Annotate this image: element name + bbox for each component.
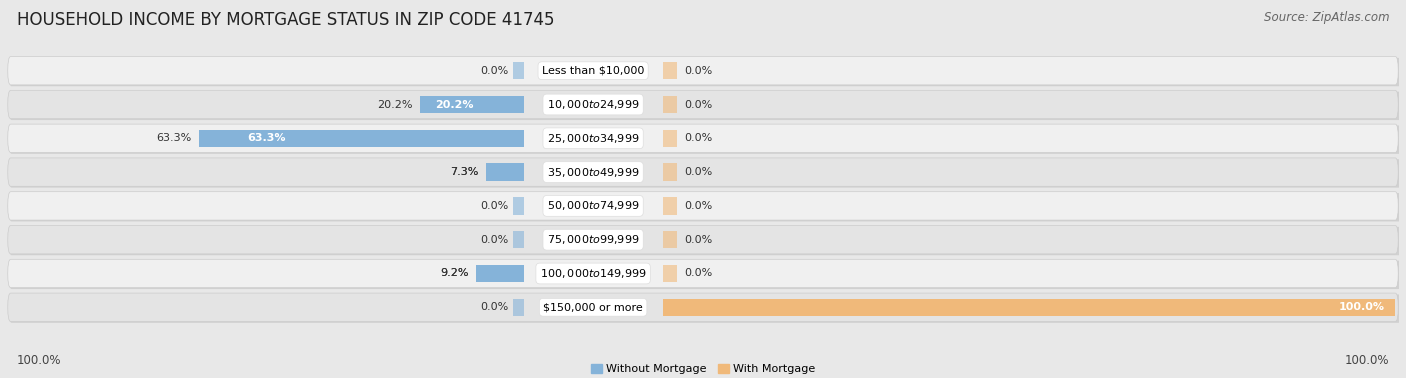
Text: 9.2%: 9.2%	[440, 268, 470, 279]
Text: 0.0%: 0.0%	[685, 167, 713, 177]
FancyBboxPatch shape	[8, 158, 1398, 186]
Text: $75,000 to $99,999: $75,000 to $99,999	[547, 233, 640, 246]
FancyBboxPatch shape	[10, 91, 1402, 120]
Text: 0.0%: 0.0%	[685, 99, 713, 110]
Bar	[662, 62, 678, 79]
FancyBboxPatch shape	[10, 261, 1402, 289]
Bar	[513, 299, 523, 316]
Text: 0.0%: 0.0%	[481, 66, 509, 76]
Text: 100.0%: 100.0%	[17, 354, 62, 367]
Bar	[513, 231, 523, 248]
FancyBboxPatch shape	[8, 90, 1398, 119]
Text: 0.0%: 0.0%	[685, 235, 713, 245]
Text: Source: ZipAtlas.com: Source: ZipAtlas.com	[1264, 11, 1389, 24]
FancyBboxPatch shape	[10, 58, 1402, 86]
Bar	[420, 96, 523, 113]
FancyBboxPatch shape	[8, 192, 1398, 220]
Text: $10,000 to $24,999: $10,000 to $24,999	[547, 98, 640, 111]
Text: 0.0%: 0.0%	[685, 201, 713, 211]
FancyBboxPatch shape	[10, 125, 1402, 154]
Bar	[662, 265, 678, 282]
Text: $100,000 to $149,999: $100,000 to $149,999	[540, 267, 647, 280]
Text: 0.0%: 0.0%	[481, 201, 509, 211]
Text: $50,000 to $74,999: $50,000 to $74,999	[547, 200, 640, 212]
Bar	[198, 130, 523, 147]
Bar	[662, 96, 678, 113]
FancyBboxPatch shape	[8, 57, 1398, 85]
Bar	[513, 197, 523, 215]
Text: 20.2%: 20.2%	[377, 99, 412, 110]
Text: 100.0%: 100.0%	[1344, 354, 1389, 367]
Text: 9.2%: 9.2%	[440, 268, 470, 279]
Text: $25,000 to $34,999: $25,000 to $34,999	[547, 132, 640, 145]
Bar	[662, 299, 1395, 316]
Bar	[662, 163, 678, 181]
Text: 0.0%: 0.0%	[685, 133, 713, 143]
Text: 7.3%: 7.3%	[450, 167, 479, 177]
Text: 0.0%: 0.0%	[685, 66, 713, 76]
Bar	[486, 163, 523, 181]
FancyBboxPatch shape	[10, 227, 1402, 255]
Text: 63.3%: 63.3%	[156, 133, 191, 143]
Text: HOUSEHOLD INCOME BY MORTGAGE STATUS IN ZIP CODE 41745: HOUSEHOLD INCOME BY MORTGAGE STATUS IN Z…	[17, 11, 554, 29]
Bar	[662, 130, 678, 147]
FancyBboxPatch shape	[10, 294, 1402, 323]
Text: 0.0%: 0.0%	[685, 268, 713, 279]
Text: $35,000 to $49,999: $35,000 to $49,999	[547, 166, 640, 178]
Text: 63.3%: 63.3%	[247, 133, 285, 143]
Text: $150,000 or more: $150,000 or more	[543, 302, 643, 312]
Text: 0.0%: 0.0%	[481, 302, 509, 312]
FancyBboxPatch shape	[8, 259, 1398, 288]
Bar	[662, 197, 678, 215]
Legend: Without Mortgage, With Mortgage: Without Mortgage, With Mortgage	[586, 359, 820, 378]
FancyBboxPatch shape	[8, 293, 1398, 321]
FancyBboxPatch shape	[10, 193, 1402, 222]
FancyBboxPatch shape	[8, 124, 1398, 152]
Text: 0.0%: 0.0%	[481, 235, 509, 245]
Bar	[662, 231, 678, 248]
Text: 7.3%: 7.3%	[450, 167, 479, 177]
FancyBboxPatch shape	[10, 159, 1402, 187]
Text: 20.2%: 20.2%	[436, 99, 474, 110]
Bar	[513, 62, 523, 79]
FancyBboxPatch shape	[8, 226, 1398, 254]
Text: Less than $10,000: Less than $10,000	[541, 66, 644, 76]
Bar	[477, 265, 523, 282]
Text: 100.0%: 100.0%	[1339, 302, 1385, 312]
